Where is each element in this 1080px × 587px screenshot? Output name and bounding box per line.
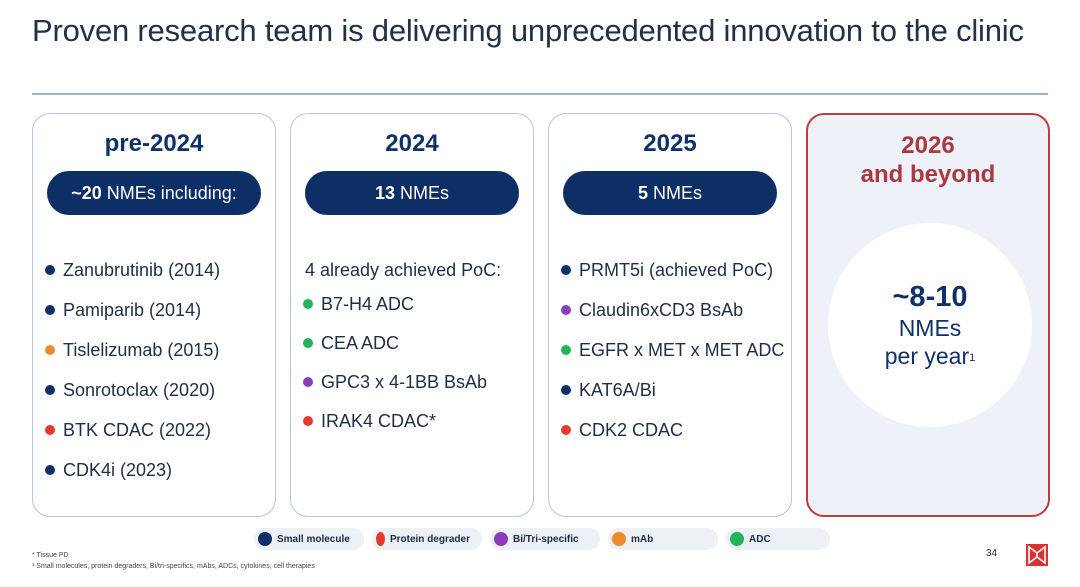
footnote-1: ¹ Small molecules, protein degraders, Bi… (32, 563, 315, 570)
legend-item-protein-degrader: Protein degrader (372, 528, 482, 550)
page-number: 34 (986, 548, 998, 559)
column-year: 2026 and beyond (808, 131, 1048, 189)
nme-count: 13 (374, 182, 396, 203)
type-dot-icon (45, 385, 55, 395)
list-item: EGFR x MET x MET ADC (561, 340, 785, 360)
list-item: Pamiparib (2014) (45, 300, 269, 320)
legend-label: Bi/Tri-specific (513, 533, 579, 545)
future-nme-unit: NMEs (898, 315, 962, 341)
column-year-line2: and beyond (860, 161, 996, 188)
list-item-label: IRAK4 CDAC* (321, 410, 437, 431)
footnote-marker: 1 (969, 352, 976, 364)
nme-count-pill: 13 NMEs (305, 171, 519, 215)
list-item-label: CEA ADC (321, 332, 400, 353)
list-item-label: Claudin6xCD3 BsAb (579, 299, 744, 320)
legend-item-mab: mAb (608, 528, 718, 550)
list-item-label: Tislelizumab (2015) (63, 339, 220, 360)
nme-count-pill: ~20 NMEs including: (47, 171, 261, 215)
list-item-label: Pamiparib (2014) (63, 299, 202, 320)
list-item-label: Sonrotoclax (2020) (63, 379, 216, 400)
card-2024: 2024 13 NMEs 4 already achieved PoC: B7-… (290, 113, 534, 517)
type-dot-icon (45, 425, 55, 435)
card-2025: 2025 5 NMEs PRMT5i (achieved PoC) Claudi… (548, 113, 792, 517)
legend-item-adc: ADC (726, 528, 830, 550)
type-dot-icon (45, 465, 55, 475)
nme-count: 5 (637, 182, 648, 203)
future-nme-range: ~8-10 (892, 281, 968, 313)
type-dot-icon (45, 265, 55, 275)
type-dot-icon (561, 385, 571, 395)
list-item-label: EGFR x MET x MET ADC (579, 339, 785, 360)
list-item-label: CDK4i (2023) (63, 459, 173, 480)
future-nme-rate: per year1 (885, 342, 976, 370)
nme-count-label: NMEs (653, 182, 702, 203)
nme-count-label: NMEs including: (106, 182, 237, 203)
modality-legend: Small molecule Protein degrader Bi/Tri-s… (254, 528, 830, 550)
list-item-label: CDK2 CDAC (579, 419, 684, 440)
pipeline-list: PRMT5i (achieved PoC) Claudin6xCD3 BsAb … (561, 260, 785, 460)
small-molecule-dot-icon (258, 532, 272, 546)
legend-item-bi-tri-specific: Bi/Tri-specific (490, 528, 600, 550)
type-dot-icon (303, 299, 313, 309)
type-dot-icon (303, 338, 313, 348)
list-item-label: B7-H4 ADC (321, 293, 415, 314)
protein-degrader-dot-icon (376, 532, 385, 546)
list-item: IRAK4 CDAC* (303, 411, 527, 431)
title-divider (32, 93, 1048, 95)
list-item: BTK CDAC (2022) (45, 420, 269, 440)
beigene-logo-icon (1026, 544, 1048, 566)
column-year: 2025 (643, 130, 697, 157)
type-dot-icon (45, 345, 55, 355)
list-item-label: KAT6A/Bi (579, 379, 656, 400)
list-item: CDK2 CDAC (561, 420, 785, 440)
list-item: GPC3 x 4-1BB BsAb (303, 372, 527, 392)
type-dot-icon (303, 377, 313, 387)
list-item-label: Zanubrutinib (2014) (63, 259, 221, 280)
pipeline-list: Zanubrutinib (2014) Pamiparib (2014) Tis… (45, 260, 269, 500)
type-dot-icon (561, 345, 571, 355)
type-dot-icon (45, 305, 55, 315)
adc-dot-icon (730, 532, 744, 546)
legend-label: Small molecule (277, 533, 350, 545)
future-nme-circle: ~8-10 NMEs per year1 (828, 223, 1032, 427)
card-2026-and-beyond: 2026 and beyond ~8-10 NMEs per year1 (806, 113, 1050, 517)
poc-lead-text: 4 already achieved PoC: (305, 260, 502, 280)
column-year: 2024 (385, 130, 439, 157)
legend-label: mAb (631, 533, 654, 545)
card-pre-2024: pre-2024 ~20 NMEs including: Zanubrutini… (32, 113, 276, 517)
list-item: B7-H4 ADC (303, 294, 527, 314)
list-item: KAT6A/Bi (561, 380, 785, 400)
type-dot-icon (561, 265, 571, 275)
bi-tri-specific-dot-icon (494, 532, 508, 546)
future-nme-rate-text: per year (884, 343, 970, 369)
footnote-tissue: * Tissue PD (32, 552, 69, 559)
legend-item-small-molecule: Small molecule (254, 528, 364, 550)
pipeline-list: 4 already achieved PoC: B7-H4 ADC CEA AD… (303, 260, 527, 450)
type-dot-icon (303, 416, 313, 426)
page-title: Proven research team is delivering unpre… (32, 13, 1024, 48)
nme-count-pill: 5 NMEs (563, 171, 777, 215)
column-year-line1: 2026 (901, 132, 955, 159)
legend-label: Protein degrader (389, 533, 470, 545)
list-item-label: BTK CDAC (2022) (63, 419, 212, 440)
type-dot-icon (561, 425, 571, 435)
list-item-label: PRMT5i (achieved PoC) (579, 259, 774, 280)
type-dot-icon (561, 305, 571, 315)
column-year: pre-2024 (104, 130, 204, 157)
list-item: CDK4i (2023) (45, 460, 269, 480)
legend-label: ADC (749, 533, 771, 545)
list-item: CEA ADC (303, 333, 527, 353)
nme-count-label: NMEs (400, 182, 450, 203)
list-item: Sonrotoclax (2020) (45, 380, 269, 400)
nme-count: ~20 (71, 182, 102, 203)
list-item: Tislelizumab (2015) (45, 340, 269, 360)
list-item: PRMT5i (achieved PoC) (561, 260, 785, 280)
list-item: Claudin6xCD3 BsAb (561, 300, 785, 320)
list-item-label: GPC3 x 4-1BB BsAb (321, 371, 488, 392)
list-item: Zanubrutinib (2014) (45, 260, 269, 280)
mab-dot-icon (612, 532, 626, 546)
